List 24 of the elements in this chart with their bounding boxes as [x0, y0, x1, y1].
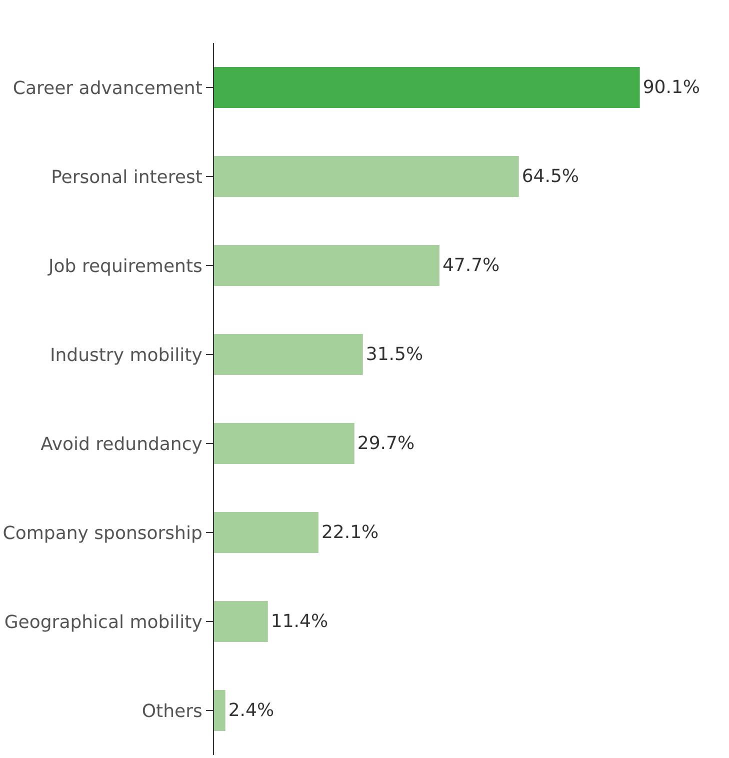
data-label: 31.5%	[366, 344, 424, 365]
bar	[214, 334, 363, 375]
data-label: 11.4%	[270, 611, 328, 632]
bar	[214, 67, 640, 108]
y-tick-label: Personal interest	[51, 166, 202, 188]
bar	[214, 601, 268, 642]
data-label: 22.1%	[321, 522, 379, 543]
data-label: 2.4%	[228, 700, 274, 721]
bar	[214, 512, 318, 553]
data-label: 64.5%	[522, 166, 580, 187]
y-tick-label: Others	[142, 700, 202, 722]
data-label: 90.1%	[642, 77, 700, 98]
bar	[214, 156, 519, 197]
y-tick-label: Avoid redundancy	[40, 434, 203, 455]
y-tick-label: Career advancement	[12, 78, 202, 99]
data-label: 47.7%	[442, 255, 500, 276]
data-label: 29.7%	[357, 433, 415, 454]
y-tick-label: Geographical mobility	[4, 612, 203, 633]
y-tick-label: Industry mobility	[50, 344, 203, 366]
bar	[214, 245, 440, 286]
y-tick-label: Job requirements	[47, 256, 202, 277]
y-tick-label: Company sponsorship	[2, 522, 202, 544]
bar	[214, 690, 226, 731]
bar	[214, 423, 354, 464]
